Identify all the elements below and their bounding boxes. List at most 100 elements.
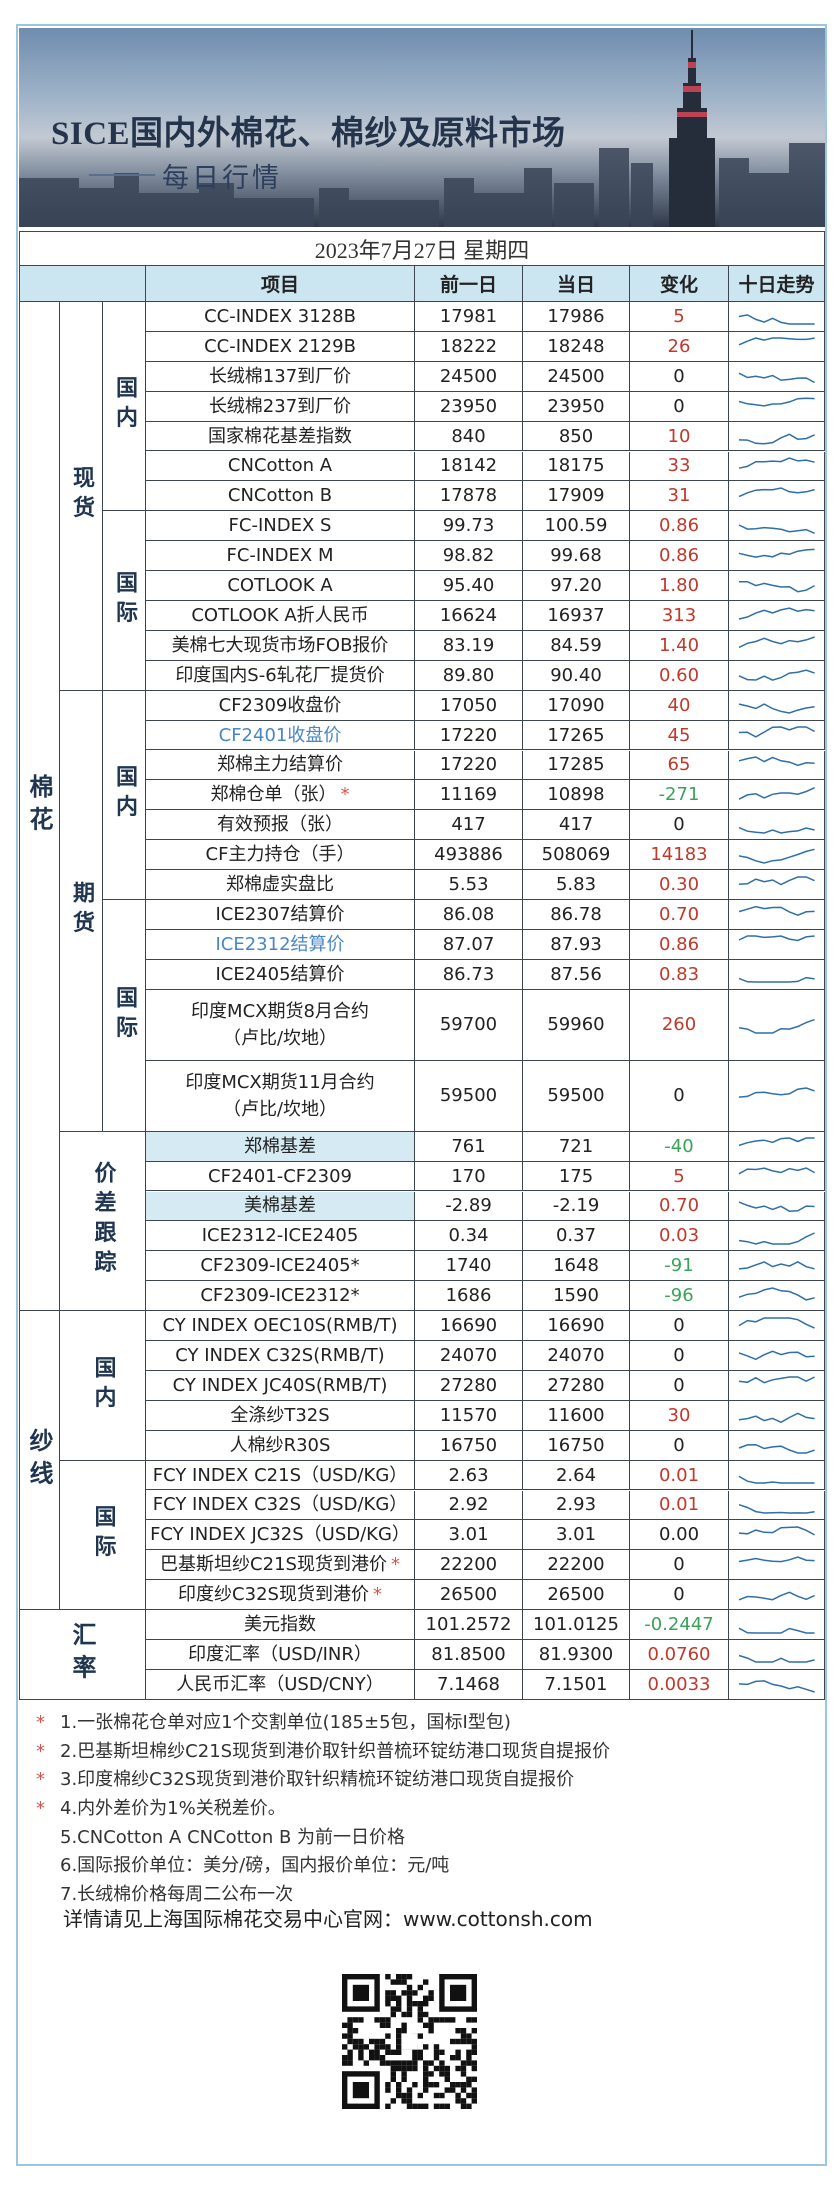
- prev-value: 1686: [445, 1285, 492, 1307]
- column-title: 前一日: [439, 274, 497, 296]
- prev-value: 87.07: [442, 933, 495, 955]
- item-name: 郑棉虚实盘比: [226, 874, 334, 896]
- prev-value: -2.89: [445, 1195, 492, 1217]
- item-name: ICE2312-ICE2405: [201, 1225, 359, 1247]
- prev-value: 86.08: [442, 903, 495, 925]
- prev-cell: 22200: [415, 1550, 523, 1581]
- qr-module: [342, 2022, 348, 2028]
- prev-value: 24070: [439, 1344, 498, 1366]
- item-name: CNCotton A: [227, 455, 333, 477]
- trend-sparkline: [738, 607, 815, 621]
- qr-module: [406, 1974, 413, 1980]
- group-label: 国际: [103, 511, 146, 691]
- sparkline-path: [738, 580, 815, 593]
- qr-module: [433, 2092, 440, 2099]
- curr-value: 81.9300: [538, 1643, 614, 1665]
- note-text: 3.印度棉纱C32S现货到港价取针织精梳环锭纺港口现货自提报价: [60, 1769, 575, 1791]
- curr-cell: 86.78: [523, 900, 630, 930]
- group-label-text: 价差跟踪: [90, 1161, 116, 1281]
- curr-value: 16750: [547, 1434, 605, 1456]
- prev-cell: 24500: [415, 361, 523, 392]
- item-name: CNCotton B: [227, 485, 333, 507]
- qr-module: [412, 2001, 418, 2007]
- qr-module: [347, 2028, 353, 2034]
- column-header: 当日: [523, 266, 630, 302]
- sparkline-path: [738, 1086, 815, 1098]
- group-label: 棉花: [20, 302, 60, 1312]
- qr-module: [450, 2017, 456, 2023]
- trend-sparkline: [738, 1018, 815, 1034]
- item-cell: 人民币汇率（USD/CNY）: [146, 1669, 415, 1700]
- curr-value: 26500: [547, 1584, 605, 1606]
- sparkline-path: [738, 1167, 815, 1175]
- change-value: 0: [673, 1315, 685, 1337]
- change-cell: 0.60: [630, 660, 729, 691]
- qr-module: [433, 2065, 440, 2072]
- prev-cell: 86.08: [415, 900, 523, 930]
- item-cell: 美元指数: [146, 1610, 415, 1640]
- curr-cell: 2.64: [523, 1460, 630, 1491]
- curr-cell: 59500: [523, 1060, 630, 1132]
- qr-module: [358, 2038, 364, 2045]
- sparkline-path: [738, 726, 815, 738]
- qr-module: [363, 2060, 369, 2066]
- qr-module: [374, 2049, 380, 2055]
- item-name: 印度国内S-6轧花厂提货价: [175, 664, 385, 686]
- banner-subtitle: 每日行情: [162, 163, 282, 194]
- sparkline-path: [738, 487, 815, 498]
- change-cell: 1.80: [630, 571, 729, 601]
- change-value: 10: [667, 425, 691, 447]
- sparkline-path: [738, 314, 815, 326]
- item-cell: 巴基斯坦纱C21S现货到港价 *: [146, 1550, 415, 1581]
- item-cell: 美棉七大现货市场FOB报价: [146, 630, 415, 661]
- column-header: 变化: [630, 266, 729, 302]
- qr-module: [412, 2055, 418, 2061]
- qr-module: [471, 2049, 477, 2055]
- curr-value: 175: [558, 1165, 594, 1187]
- column-title: 项目: [260, 274, 299, 296]
- change-cell: 0: [630, 1341, 729, 1371]
- prev-value: 17981: [439, 305, 498, 327]
- group-label-text: 国内: [90, 1355, 116, 1416]
- change-value: 0: [673, 814, 685, 836]
- curr-cell: 17090: [523, 690, 630, 721]
- qr-module: [417, 2011, 423, 2018]
- trend-sparkline: [738, 756, 815, 767]
- change-value: 0.86: [658, 545, 700, 567]
- qr-module: [342, 2060, 348, 2066]
- item-cell: 印度MCX期货11月合约 （卢比/坎地）: [146, 1060, 415, 1132]
- prev-value: 11570: [439, 1404, 498, 1426]
- curr-value: 24500: [547, 365, 605, 387]
- item-name: FCY INDEX C32S（USD/KG）: [152, 1494, 408, 1516]
- trend-sparkline: [738, 580, 815, 593]
- change-cell: 65: [630, 750, 729, 781]
- curr-value: 100.59: [544, 515, 608, 537]
- item-cell: 印度纱C32S现货到港价 *: [146, 1580, 415, 1611]
- sparkline-path: [738, 703, 815, 714]
- curr-cell: 84.59: [523, 630, 630, 661]
- qr-module: [460, 2087, 467, 2093]
- qr-module: [455, 2098, 461, 2104]
- qr-module: [369, 2038, 375, 2045]
- qr-module: [379, 2022, 386, 2028]
- item-cell: 长绒棉237到厂价: [146, 391, 415, 422]
- qr-module: [369, 2049, 375, 2055]
- qr-module: [466, 2033, 472, 2039]
- prev-value: 16690: [439, 1315, 498, 1337]
- change-cell: 40: [630, 690, 729, 721]
- change-value: -91: [664, 1255, 694, 1277]
- qr-module: [374, 2044, 380, 2050]
- curr-value: 97.20: [550, 575, 602, 597]
- qr-module: [385, 1995, 391, 2001]
- prev-value: 59700: [439, 1014, 498, 1036]
- trend-sparkline: [738, 875, 815, 885]
- change-value: 33: [667, 455, 691, 477]
- qr-module: [379, 2038, 386, 2045]
- note-mark: *: [36, 1711, 45, 1733]
- trend-sparkline: [738, 1680, 815, 1694]
- trend-sparkline: [738, 397, 815, 407]
- qr-module: [433, 2103, 440, 2109]
- qr-module: [450, 2055, 456, 2061]
- qr-module: [428, 2017, 434, 2023]
- curr-cell: 87.56: [523, 959, 630, 990]
